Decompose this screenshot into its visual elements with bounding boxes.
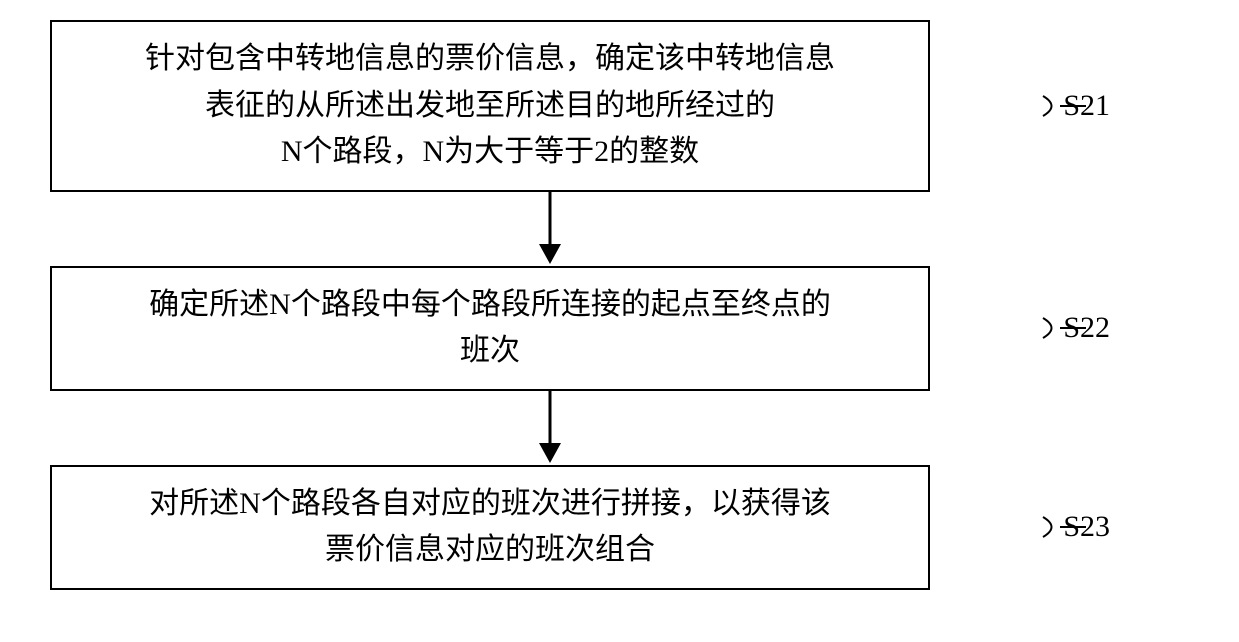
step-text-line: 表征的从所述出发地至所述目的地所经过的 — [82, 83, 898, 130]
step-label-s22: S22 — [1063, 311, 1110, 345]
step-row-s23: 对所述N个路段各自对应的班次进行拼接，以获得该 票价信息对应的班次组合 S23 — [50, 465, 1050, 590]
step-box-s22: 确定所述N个路段中每个路段所连接的起点至终点的 班次 — [50, 266, 930, 391]
step-row-s21: 针对包含中转地信息的票价信息，确定该中转地信息 表征的从所述出发地至所述目的地所… — [50, 20, 1050, 192]
step-text-line: 确定所述N个路段中每个路段所连接的起点至终点的 — [82, 282, 898, 329]
step-text-line: 班次 — [82, 328, 898, 375]
step-label-s23: S23 — [1063, 510, 1110, 544]
arrow-s22-s23 — [110, 391, 990, 465]
step-text-line: N个路段，N为大于等于2的整数 — [82, 129, 898, 176]
flowchart-container: 针对包含中转地信息的票价信息，确定该中转地信息 表征的从所述出发地至所述目的地所… — [50, 20, 1050, 590]
arrow-down-icon — [535, 391, 565, 465]
step-text-line: 对所述N个路段各自对应的班次进行拼接，以获得该 — [82, 481, 898, 528]
step-text-line: 票价信息对应的班次组合 — [82, 527, 898, 574]
step-row-s22: 确定所述N个路段中每个路段所连接的起点至终点的 班次 S22 — [50, 266, 1050, 391]
arrow-down-icon — [535, 192, 565, 266]
step-text-line: 针对包含中转地信息的票价信息，确定该中转地信息 — [82, 36, 898, 83]
step-label-s21: S21 — [1063, 89, 1110, 123]
arrow-s21-s22 — [110, 192, 990, 266]
step-box-s23: 对所述N个路段各自对应的班次进行拼接，以获得该 票价信息对应的班次组合 — [50, 465, 930, 590]
step-box-s21: 针对包含中转地信息的票价信息，确定该中转地信息 表征的从所述出发地至所述目的地所… — [50, 20, 930, 192]
